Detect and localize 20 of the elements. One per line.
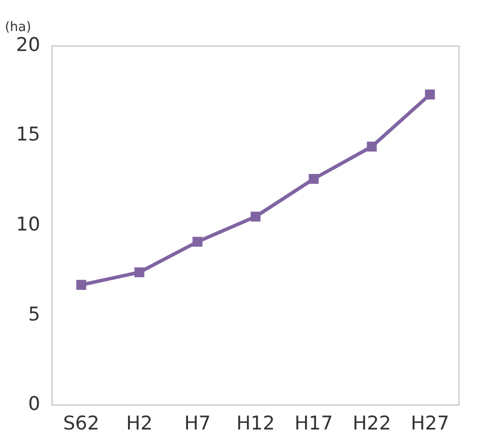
y-tick-label: 15: [16, 124, 40, 146]
x-tick-label: H7: [184, 412, 211, 435]
y-tick-label: 20: [16, 34, 40, 56]
x-tick-label: H2: [126, 412, 153, 435]
point: [366, 142, 377, 152]
x-tick-label: H27: [410, 412, 450, 435]
point: [76, 280, 86, 290]
y-tick-label: 5: [28, 303, 40, 326]
x-tick-label: H22: [352, 412, 392, 435]
x-tick-label: S62: [63, 412, 100, 435]
y-axis-title: (ha): [4, 20, 32, 35]
y-tick-label: 0: [28, 393, 40, 416]
point: [134, 267, 144, 278]
point: [424, 90, 435, 100]
y-tick-label: 10: [16, 214, 40, 236]
point: [250, 212, 261, 222]
point: [308, 174, 319, 184]
x-tick-label: H17: [294, 412, 333, 435]
point: [192, 236, 202, 247]
x-tick-label: H12: [236, 412, 275, 435]
